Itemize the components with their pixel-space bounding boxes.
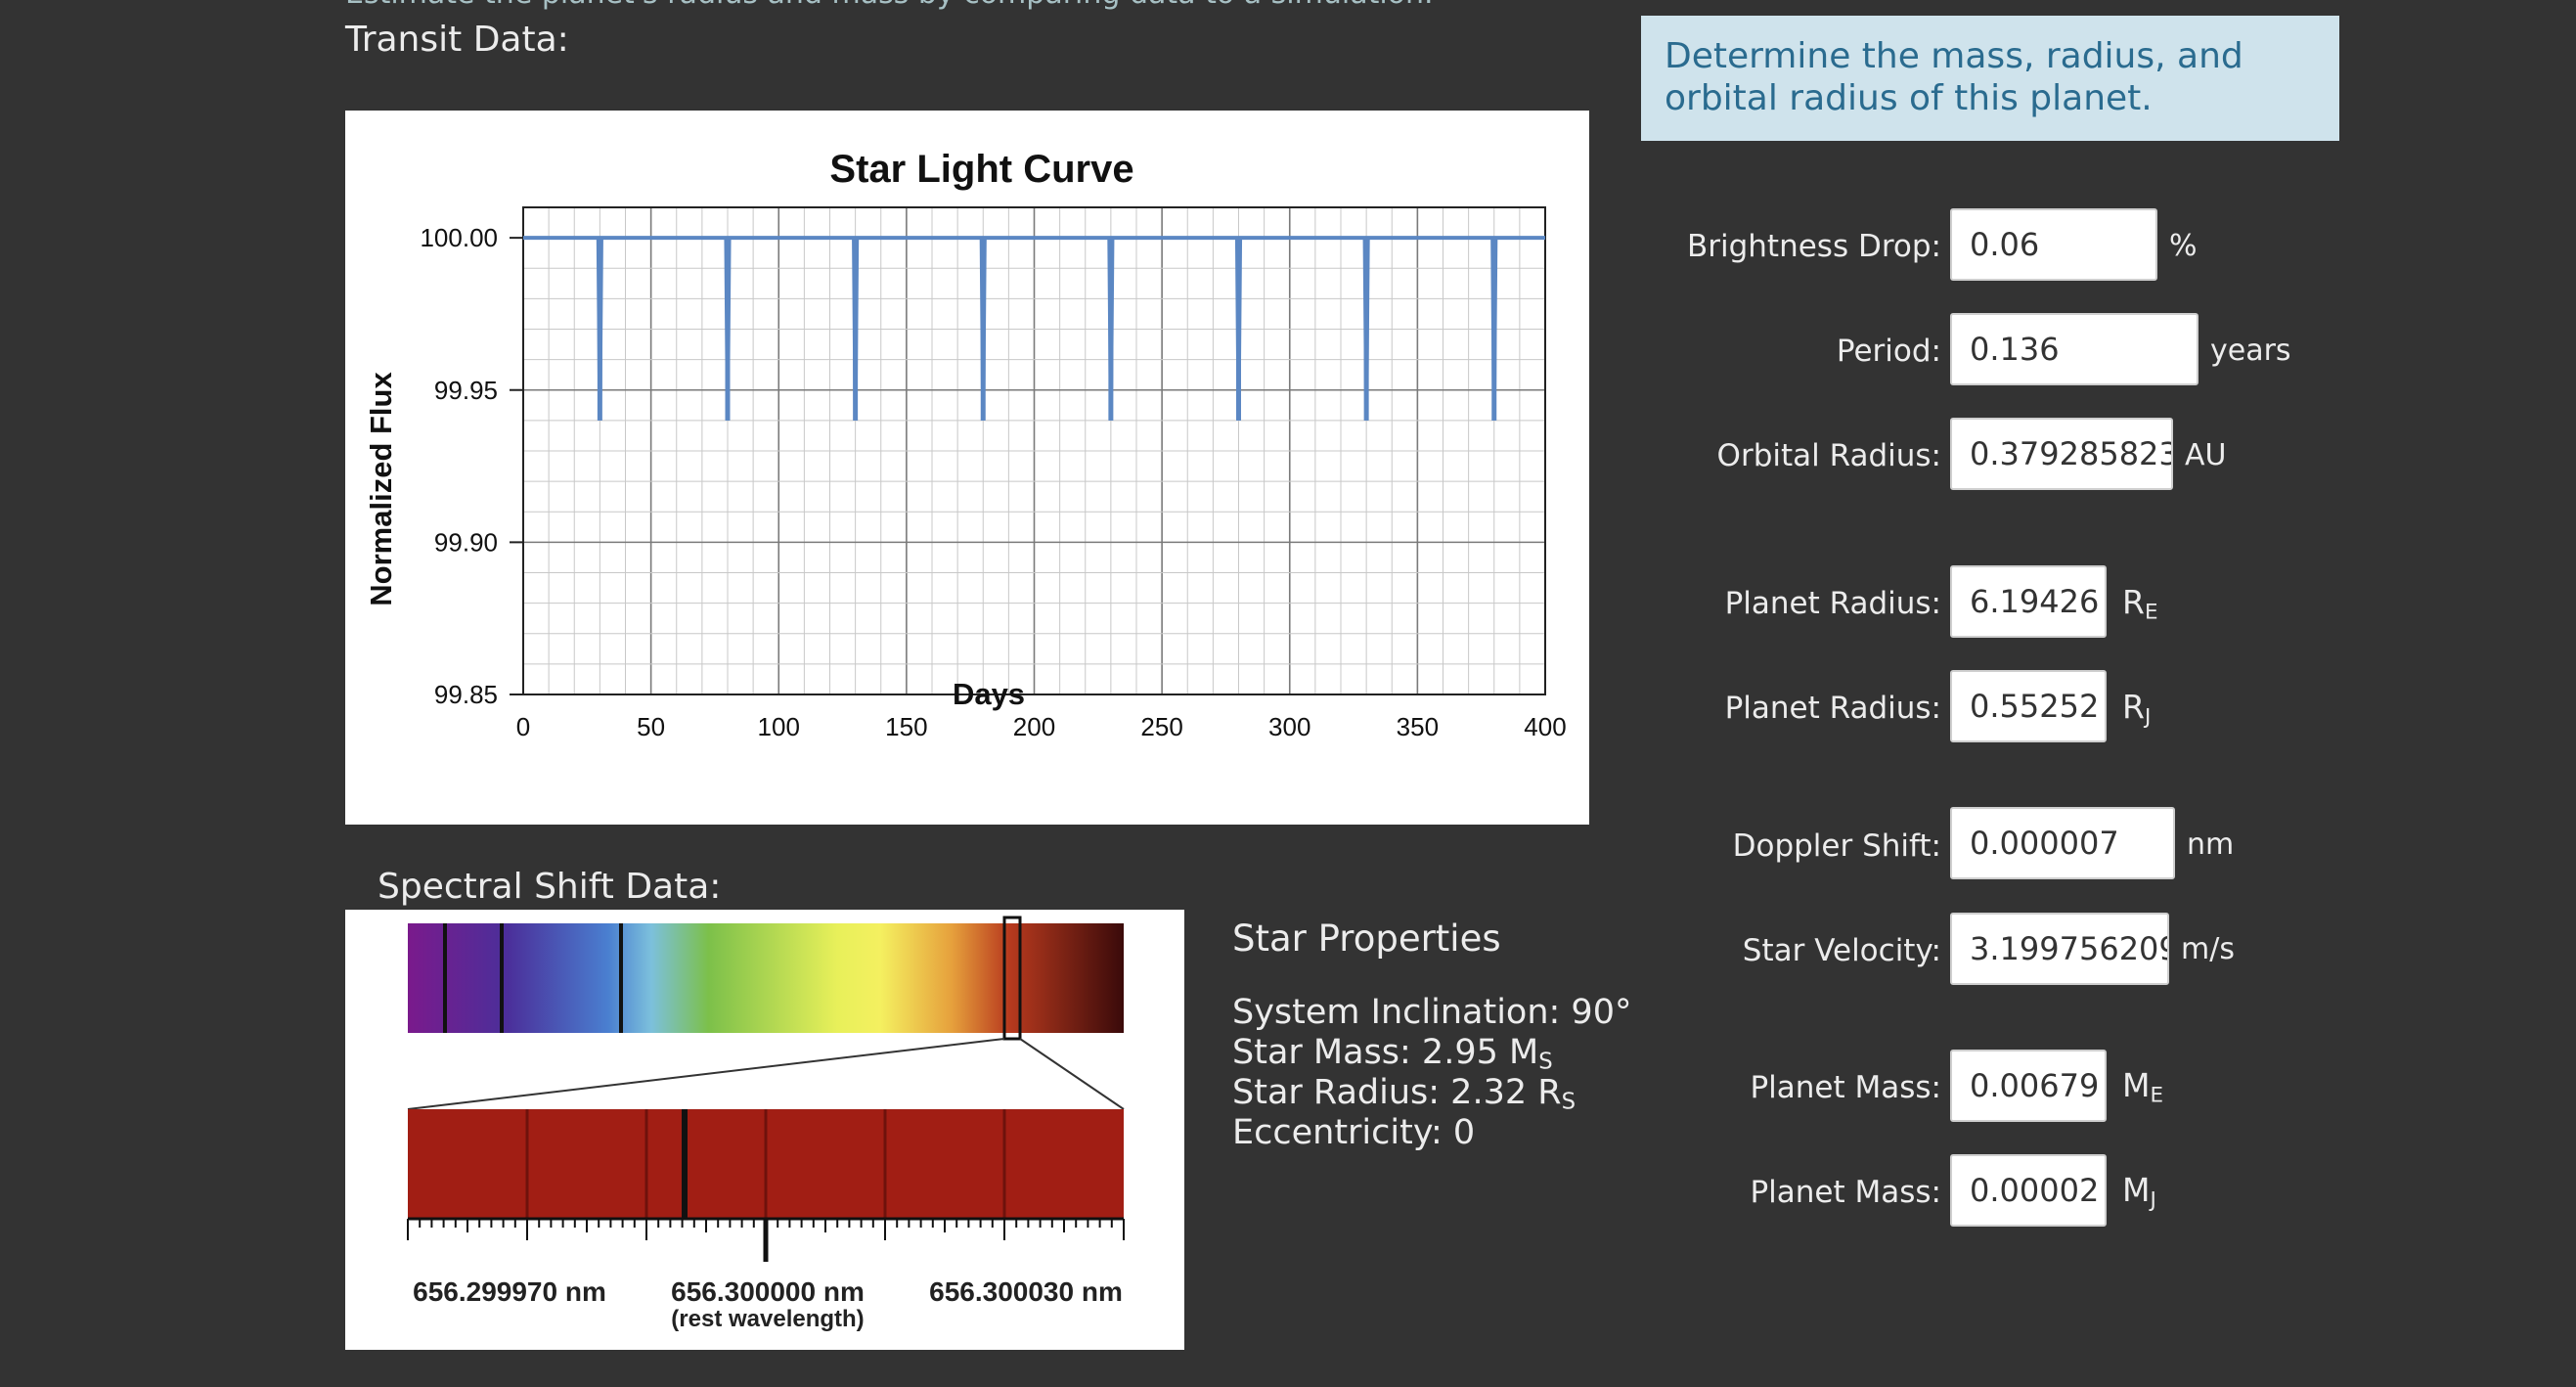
chart-title: Star Light Curve xyxy=(829,148,1133,191)
planet-radius-earth-unit: RE xyxy=(2122,583,2158,625)
x-tick-label: 350 xyxy=(1397,712,1439,741)
rest-wavelength-note: (rest wavelength) xyxy=(671,1306,864,1332)
planet-mass-jupiter-input[interactable]: 0.00002 xyxy=(1950,1154,2107,1227)
x-tick-label: 250 xyxy=(1140,712,1182,741)
chart-gridlines xyxy=(522,206,1546,695)
zoom-connector-right xyxy=(1019,1038,1125,1110)
doppler-shift-input[interactable]: 0.000007 xyxy=(1950,807,2175,879)
spectral-data-label: Spectral Shift Data: xyxy=(378,867,722,907)
spectral-diagram: 656.299970 nm 656.300000 nm (rest wavele… xyxy=(407,916,1125,1332)
planet-radius-jupiter-input[interactable]: 0.55252 xyxy=(1950,670,2107,742)
y-axis-ticks: 100.00 99.95 99.90 99.85 xyxy=(420,223,523,709)
system-inclination-text: System Inclination: 90° xyxy=(1232,993,1632,1032)
x-axis-ticks: 0 50 100 150 200 250 300 350 400 xyxy=(516,712,1567,741)
spectral-panel: 656.299970 nm 656.300000 nm (rest wavele… xyxy=(345,910,1184,1350)
y-tick-label: 99.90 xyxy=(434,527,498,557)
period-unit: years xyxy=(2210,334,2291,368)
planet-radius-jupiter-label: Planet Radius: xyxy=(1724,691,1941,726)
star-velocity-label: Star Velocity: xyxy=(1742,933,1941,968)
doppler-shift-unit: nm xyxy=(2187,828,2235,862)
x-tick-label: 150 xyxy=(885,712,927,741)
x-tick-label: 100 xyxy=(758,712,800,741)
star-mass-text: Star Mass: 2.95 MS xyxy=(1232,1033,1553,1075)
right-wavelength-label: 656.300030 nm xyxy=(929,1276,1123,1307)
brightness-drop-unit: % xyxy=(2169,229,2198,263)
planet-radius-jupiter-unit: RJ xyxy=(2122,688,2152,730)
star-properties-title: Star Properties xyxy=(1232,917,1501,960)
rest-wavelength-label: 656.300000 nm xyxy=(671,1276,865,1307)
x-tick-label: 400 xyxy=(1524,712,1566,741)
period-input[interactable]: 0.136 xyxy=(1950,313,2198,385)
eccentricity-text: Eccentricity: 0 xyxy=(1232,1113,1476,1152)
orbital-radius-label: Orbital Radius: xyxy=(1716,438,1941,473)
x-axis-label: Days xyxy=(953,677,1025,711)
star-velocity-unit: m/s xyxy=(2181,932,2235,966)
transit-dips xyxy=(597,238,1497,421)
planet-mass-jupiter-unit: MJ xyxy=(2122,1171,2156,1213)
brightness-drop-label: Brightness Drop: xyxy=(1686,229,1941,264)
zoom-region-box xyxy=(1002,916,1022,1041)
y-tick-label: 99.95 xyxy=(434,376,498,405)
transit-data-label: Transit Data: xyxy=(345,20,569,60)
task-instruction-box: Determine the mass, radius, and orbital … xyxy=(1641,16,2339,141)
wavelength-ruler xyxy=(407,1217,1125,1262)
light-curve-chart: Star Light Curve 100.00 99.95 99.90 99.85 0… xyxy=(364,148,1567,741)
y-tick-label: 99.85 xyxy=(434,680,498,709)
y-tick-label: 100.00 xyxy=(420,223,498,252)
plot-area-frame xyxy=(522,206,1546,695)
x-tick-label: 200 xyxy=(1013,712,1055,741)
planet-mass-earth-unit: ME xyxy=(2122,1066,2164,1108)
star-velocity-input[interactable]: 3.199756209 xyxy=(1950,913,2169,985)
brightness-drop-input[interactable]: 0.06 xyxy=(1950,208,2157,281)
period-label: Period: xyxy=(1836,334,1941,369)
planet-mass-earth-label: Planet Mass: xyxy=(1750,1070,1941,1105)
zoom-connector-left xyxy=(407,1038,1005,1110)
star-radius-text: Star Radius: 2.32 RS xyxy=(1232,1073,1577,1115)
planet-mass-earth-input[interactable]: 0.00679 xyxy=(1950,1050,2107,1122)
planet-mass-jupiter-label: Planet Mass: xyxy=(1750,1175,1941,1210)
visible-spectrum-bar xyxy=(408,923,1124,1033)
x-tick-label: 300 xyxy=(1268,712,1310,741)
planet-radius-earth-input[interactable]: 6.19426 xyxy=(1950,565,2107,638)
planet-radius-earth-label: Planet Radius: xyxy=(1724,586,1941,621)
y-axis-label: Normalized Flux xyxy=(364,372,398,606)
x-tick-label: 50 xyxy=(637,712,665,741)
orbital-radius-input[interactable]: 0.379285823 xyxy=(1950,418,2173,490)
light-curve-panel: Star Light Curve 100.00 99.95 99.90 99.85 0… xyxy=(345,111,1589,825)
x-tick-label: 0 xyxy=(516,712,530,741)
doppler-shift-label: Doppler Shift: xyxy=(1732,828,1941,864)
zoomed-reference-lines xyxy=(525,1109,1006,1219)
left-wavelength-label: 656.299970 nm xyxy=(413,1276,606,1307)
cut-off-instruction-text: Estimate the planet's radius and mass by… xyxy=(345,0,1434,11)
spectrum-absorption-lines xyxy=(443,923,623,1033)
orbital-radius-unit: AU xyxy=(2185,438,2227,472)
